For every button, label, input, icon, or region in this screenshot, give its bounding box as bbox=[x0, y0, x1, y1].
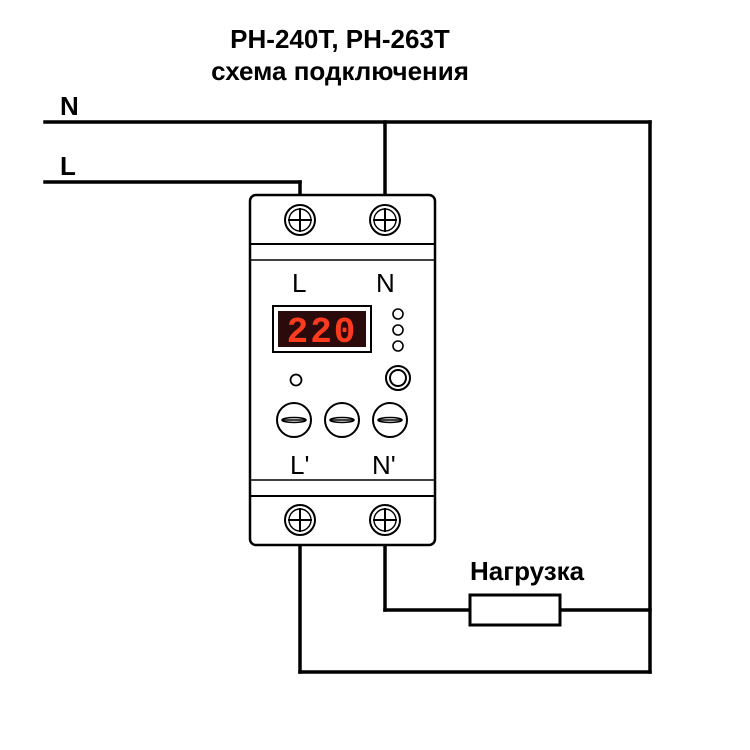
label-load: Нагрузка bbox=[470, 556, 585, 586]
wiring-diagram: PH-240T, PH-263T схема подключения N L Н… bbox=[0, 0, 750, 750]
label-l-input: L bbox=[60, 151, 76, 181]
seven-segment-display: 220 bbox=[273, 306, 371, 353]
rotary-knobs[interactable] bbox=[277, 403, 407, 437]
status-led-icon bbox=[291, 375, 302, 386]
label-n-input: N bbox=[60, 91, 79, 121]
led-indicators bbox=[393, 309, 403, 351]
display-value: 220 bbox=[287, 312, 358, 353]
terminal-label-l-prime: L' bbox=[290, 450, 309, 480]
load-resistor-icon bbox=[470, 595, 560, 625]
title-line-2: схема подключения bbox=[211, 56, 469, 86]
title-line-1: PH-240T, PH-263T bbox=[230, 24, 450, 54]
relay-device: L N L' N' 220 bbox=[250, 195, 435, 545]
push-button[interactable] bbox=[386, 366, 410, 390]
terminal-label-l: L bbox=[292, 268, 306, 298]
terminal-label-n: N bbox=[376, 268, 395, 298]
terminal-label-n-prime: N' bbox=[372, 450, 396, 480]
